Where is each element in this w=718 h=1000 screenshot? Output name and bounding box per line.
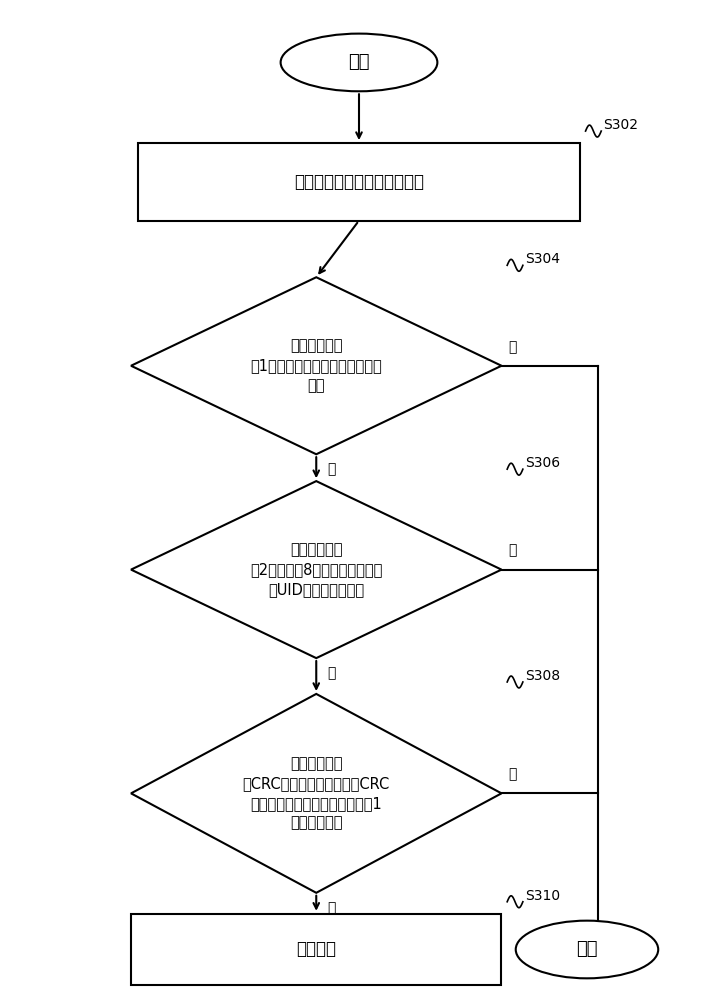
- Text: 接收控制终端发送的控制指令: 接收控制终端发送的控制指令: [294, 173, 424, 191]
- Polygon shape: [131, 694, 501, 893]
- Text: 写入参数: 写入参数: [297, 940, 336, 958]
- Text: S308: S308: [525, 669, 560, 683]
- Text: 是: 是: [327, 901, 335, 915]
- FancyBboxPatch shape: [138, 143, 580, 221]
- Text: 结束: 结束: [577, 940, 597, 958]
- Text: 是: 是: [327, 462, 335, 476]
- FancyBboxPatch shape: [131, 914, 501, 985]
- Text: S304: S304: [525, 252, 560, 266]
- Text: S310: S310: [525, 889, 560, 903]
- Text: 否: 否: [508, 767, 517, 781]
- Polygon shape: [131, 277, 501, 454]
- Text: S302: S302: [603, 118, 638, 132]
- Text: 取控制指令的
第1字节比对指令代码，验证是否
匹配: 取控制指令的 第1字节比对指令代码，验证是否 匹配: [251, 338, 382, 393]
- Text: 取控制指令的
第2字节至第8字节比对电子雷管
的UID，验证是否匹配: 取控制指令的 第2字节至第8字节比对电子雷管 的UID，验证是否匹配: [250, 542, 383, 597]
- Text: 否: 否: [508, 544, 517, 558]
- Polygon shape: [131, 481, 501, 658]
- Text: 取控制指令的
除CRC字节外所有数据进行CRC
计算，验证是否与控制指令最后1
字节是否匹配: 取控制指令的 除CRC字节外所有数据进行CRC 计算，验证是否与控制指令最后1 …: [243, 756, 390, 831]
- Ellipse shape: [516, 921, 658, 978]
- Ellipse shape: [281, 34, 437, 91]
- Text: 是: 是: [327, 666, 335, 680]
- Text: 开始: 开始: [348, 53, 370, 71]
- Text: 否: 否: [508, 340, 517, 354]
- Text: S306: S306: [525, 456, 560, 470]
